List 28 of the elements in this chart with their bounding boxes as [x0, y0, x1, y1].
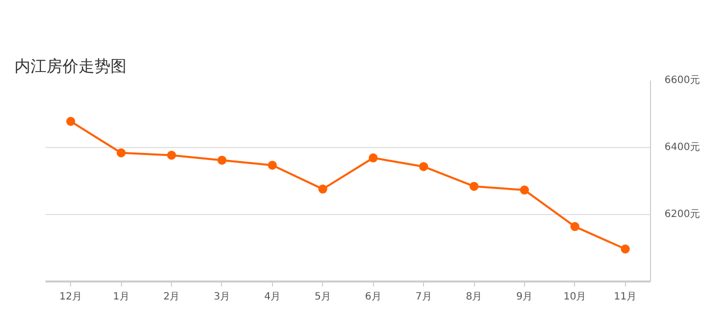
point	[620, 244, 630, 254]
point	[318, 184, 328, 194]
x-tick-label: 6月	[365, 292, 382, 302]
x-tick-label: 5月	[314, 292, 331, 302]
chart-title: 内江房价走势图	[14, 56, 126, 76]
x-tick-label: 7月	[415, 292, 432, 302]
point	[217, 156, 226, 165]
point	[520, 186, 529, 195]
point	[419, 162, 428, 172]
point	[470, 182, 479, 191]
x-tick-label: 2月	[163, 292, 180, 302]
point	[570, 222, 580, 232]
x-tick-label: 1月	[112, 292, 130, 302]
y-tick-label: 6600元	[664, 75, 700, 86]
point	[368, 153, 378, 162]
x-tick-label: 11月	[614, 292, 637, 302]
y-tick-label: 6200元	[664, 209, 700, 220]
x-tick-label: 4月	[264, 292, 281, 302]
x-tick-label: 12月	[59, 292, 82, 302]
x-tick-label: 8月	[466, 292, 482, 302]
x-tick-label: 10月	[564, 292, 586, 302]
x-tick-label: 3月	[214, 292, 230, 302]
x-tick-label: 9月	[516, 292, 533, 302]
point	[268, 160, 277, 170]
point	[167, 150, 176, 160]
y-tick-label: 6400元	[664, 142, 700, 153]
point	[116, 148, 126, 158]
point	[66, 116, 76, 126]
